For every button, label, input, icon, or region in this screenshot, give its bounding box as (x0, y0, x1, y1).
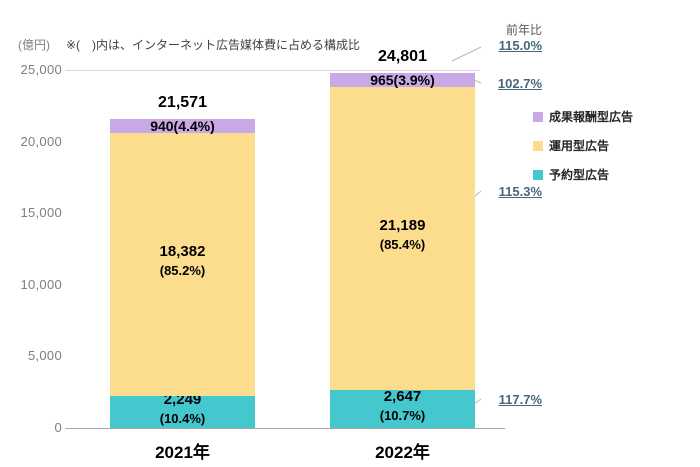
segment-label: 18,382 (85.2%) (159, 243, 206, 279)
bar-total-label: 21,571 (158, 94, 207, 112)
x-axis-category: 2021年 (155, 443, 210, 462)
chart-note: (億円) ※( )内は、インターネット広告媒体費に占める構成比 (18, 36, 360, 53)
segment-label: 2,647 (10.7%) (379, 388, 426, 424)
segment-label: 965(3.9%) (370, 71, 435, 88)
unit-label: (億円) (18, 38, 50, 52)
yoy-programmatic: 115.3% (498, 184, 542, 199)
legend-item-reservation: 予約型広告 (533, 166, 633, 183)
y-axis-tick: 25,000 (20, 62, 62, 77)
bar-segment (110, 119, 255, 133)
y-axis-tick: 20,000 (20, 133, 62, 149)
bar-segment (110, 132, 255, 396)
legend-swatch-programmatic (533, 140, 543, 151)
legend-label-reservation: 予約型広告 (549, 168, 610, 182)
y-axis-tick: 0 (54, 420, 62, 435)
yoy-performance: 102.7% (497, 76, 542, 91)
legend-label-performance: 成果報酬型広告 (549, 110, 634, 124)
bar-segment (330, 390, 475, 428)
legend-swatch-performance (533, 111, 543, 122)
bar-total-label: 24,801 (378, 47, 427, 65)
legend-swatch-reservation (533, 169, 543, 180)
yoy-total: 115.0% (498, 38, 542, 53)
yoy-header: 前年比 (505, 23, 542, 37)
x-axis-line (65, 428, 505, 429)
legend: 成果報酬型広告 運用型広告 予約型広告 (533, 108, 633, 183)
bar-segment (110, 395, 255, 428)
legend-item-programmatic: 運用型広告 (533, 137, 633, 154)
bar-segment (330, 72, 475, 87)
y-axis-tick: 15,000 (20, 205, 62, 221)
yoy-reservation: 117.7% (498, 392, 542, 407)
legend-item-performance: 成果報酬型広告 (533, 108, 633, 125)
y-axis-tick: 10,000 (20, 276, 62, 292)
y-axis-tick: 5,000 (27, 348, 62, 364)
gridline-top (65, 70, 480, 71)
note-text: ※( )内は、インターネット広告媒体費に占める構成比 (66, 38, 361, 52)
segment-label: 940(4.4%) (150, 117, 215, 134)
x-axis-category: 2022年 (375, 443, 430, 462)
bar-segment (330, 86, 475, 391)
legend-label-programmatic: 運用型広告 (549, 139, 610, 153)
segment-label: 21,189 (85.4%) (379, 217, 426, 253)
